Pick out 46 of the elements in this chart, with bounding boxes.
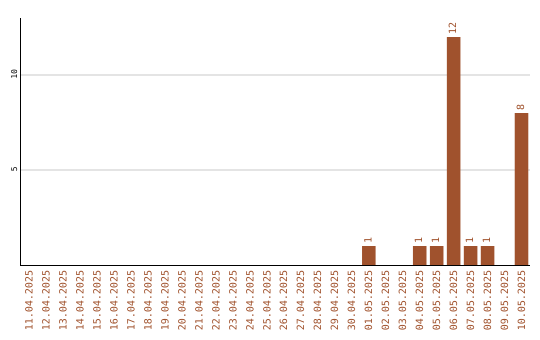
x-tick-label: 04.05.2025 (414, 270, 426, 330)
y-tick-label: 5 (10, 166, 19, 172)
x-tick-label: 05.05.2025 (432, 270, 443, 330)
x-tick-label: 10.05.2025 (516, 270, 528, 330)
data-label: 1 (363, 236, 374, 243)
x-tick-label: 16.04.2025 (110, 270, 121, 330)
x-tick-label: 09.05.2025 (500, 270, 511, 330)
y-tick-label: 10 (10, 68, 19, 79)
data-label: 1 (414, 236, 426, 243)
bar (480, 246, 494, 265)
bar (412, 246, 426, 265)
x-tick-label: 14.04.2025 (76, 270, 87, 330)
bar (464, 246, 478, 265)
bar (446, 37, 460, 265)
x-tick-label: 26.04.2025 (279, 270, 290, 330)
x-tick-label: 08.05.2025 (482, 270, 494, 330)
x-tick-label: 18.04.2025 (144, 270, 154, 330)
x-tick-label: 13.04.2025 (58, 270, 70, 330)
x-tick-label: 12.04.2025 (42, 270, 53, 330)
x-tick-label: 07.05.2025 (466, 270, 477, 330)
x-tick-label: 29.04.2025 (330, 270, 342, 330)
x-tick-label: 21.04.2025 (194, 270, 206, 330)
bar (514, 113, 528, 265)
x-tick-label: 27.04.2025 (296, 270, 308, 330)
x-tick-label: 02.05.2025 (381, 270, 392, 330)
bar (430, 246, 444, 265)
data-label: 12 (448, 22, 460, 34)
x-tick-label: 17.04.2025 (126, 270, 138, 330)
x-tick-label: 22.04.2025 (211, 270, 222, 330)
data-label: 1 (431, 236, 442, 243)
data-label: 1 (482, 236, 494, 243)
data-label: 1 (465, 236, 476, 243)
x-tick-label: 23.04.2025 (228, 270, 240, 330)
x-tick-label: 24.04.2025 (245, 270, 256, 330)
x-tick-label: 19.04.2025 (160, 270, 172, 330)
x-tick-label: 11.04.2025 (24, 270, 36, 330)
x-tick-label: 03.05.2025 (398, 270, 409, 330)
x-tick-label: 06.05.2025 (448, 270, 460, 330)
x-tick-label: 30.04.2025 (347, 270, 358, 330)
bar (362, 246, 376, 265)
x-tick-label: 15.04.2025 (92, 270, 104, 330)
x-tick-label: 20.04.2025 (177, 270, 188, 330)
data-label: 8 (516, 104, 528, 110)
x-tick-label: 25.04.2025 (262, 270, 274, 330)
x-tick-label: 28.04.2025 (313, 270, 324, 330)
x-tick-label: 01.05.2025 (364, 270, 376, 330)
